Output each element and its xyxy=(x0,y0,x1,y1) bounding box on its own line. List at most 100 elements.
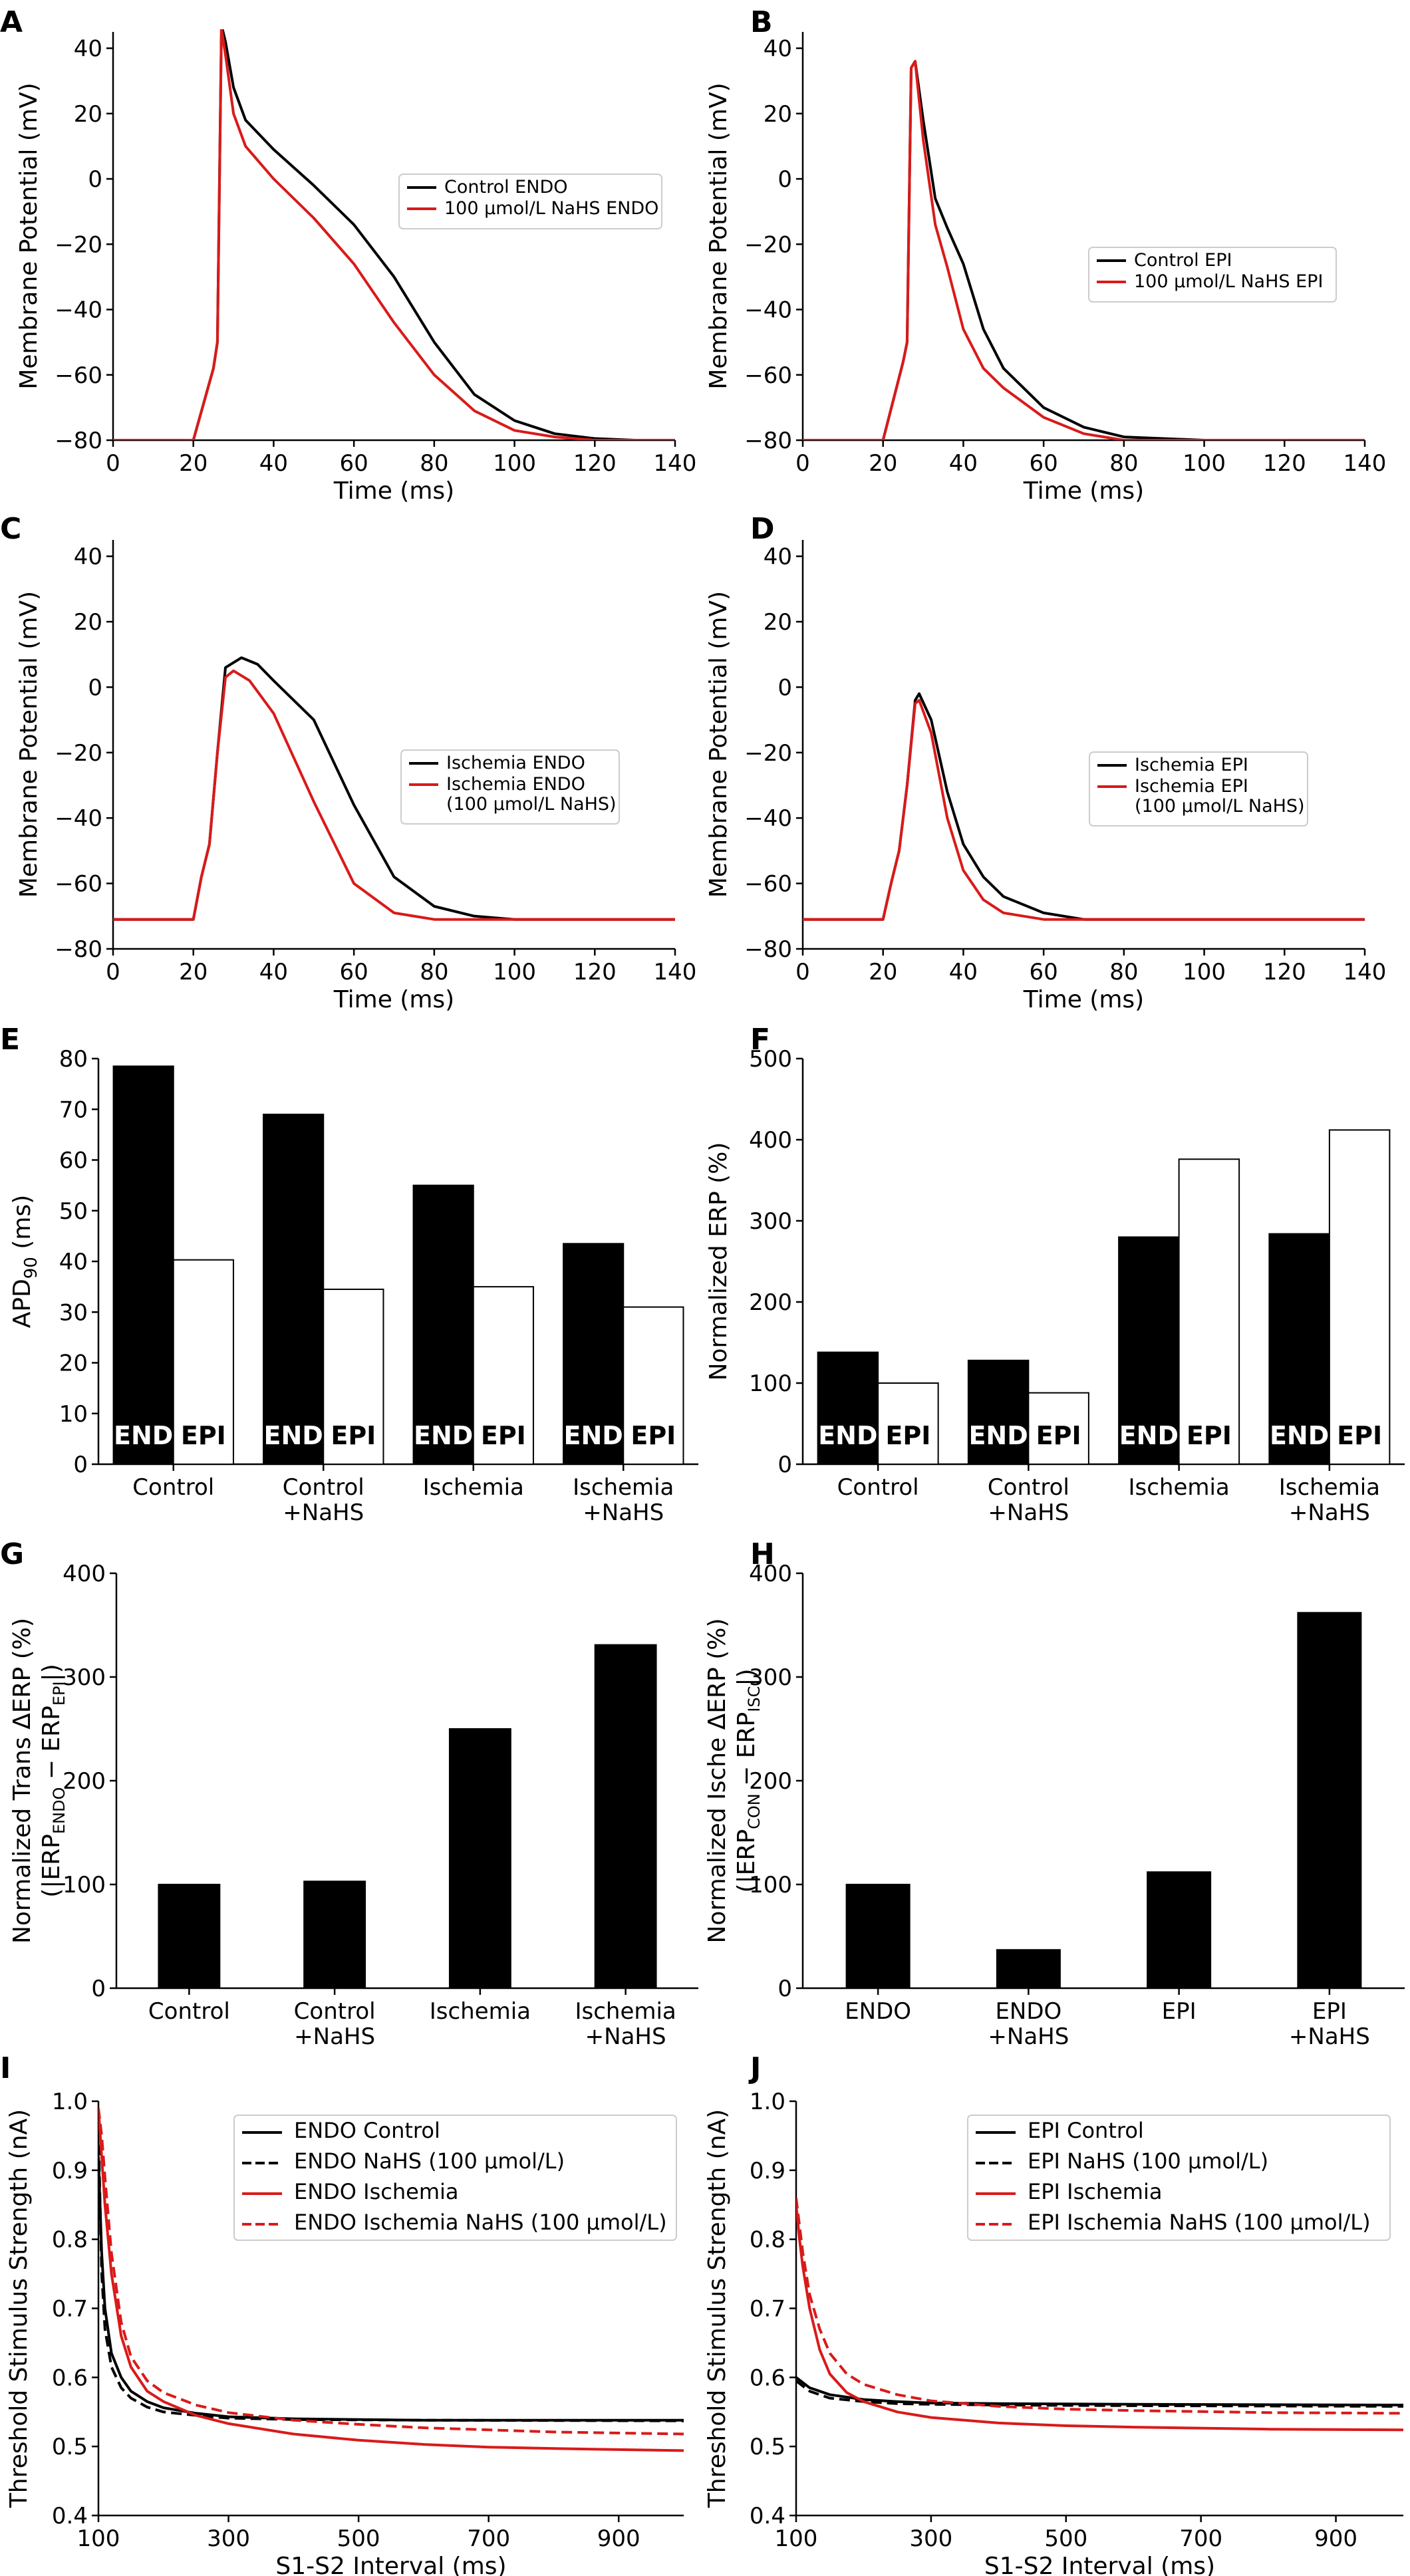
y-label-main: APD xyxy=(9,1279,36,1328)
bar-endo-0 xyxy=(112,1065,174,1465)
x-tick-label: 300 xyxy=(909,2525,952,2552)
y-tick-label: 0.7 xyxy=(52,2296,88,2323)
y-axis-label: APD90 (ms) xyxy=(9,1195,41,1329)
panel-label-g: G xyxy=(0,1537,24,1571)
y-tick-label: 0 xyxy=(91,1976,106,2002)
panel-label-c: C xyxy=(0,512,21,546)
y-tick-label: 20 xyxy=(764,101,792,128)
legend-label-line: (100 μmol/L NaHS) xyxy=(446,794,617,815)
bar-label: EPI xyxy=(631,1421,676,1450)
panel-b: 0 20 40 60 80 100 120 140 −80 −60 −40 −20 0 20 40 Time … xyxy=(705,32,1386,505)
panel-label-a: A xyxy=(0,5,23,39)
bar-label: EPI xyxy=(181,1421,226,1450)
legend-label-line: EPI NaHS (100 μmol/L) xyxy=(1028,2148,1268,2174)
x-tick-label-line: Control xyxy=(283,1474,364,1501)
y-label-sub1: CON xyxy=(745,1793,764,1829)
y-tick-label: −20 xyxy=(55,231,102,258)
series-line-2 xyxy=(98,2108,684,2452)
legend-box xyxy=(1088,247,1337,303)
x-tick-label: 500 xyxy=(337,2525,380,2552)
legend-box xyxy=(398,174,662,229)
x-tick-label: 700 xyxy=(467,2525,510,2552)
series-line-1 xyxy=(796,2379,1403,2408)
x-tick-label: 100 xyxy=(1183,959,1226,985)
legend-box xyxy=(1089,751,1308,827)
y-tick-label: −80 xyxy=(744,428,792,454)
legend-label-line: Ischemia EPI xyxy=(1135,776,1248,797)
y-axis-label: Normalized ERP (%) xyxy=(705,1142,732,1381)
x-tick-label: Control xyxy=(148,1998,230,2025)
y-tick-label: 0 xyxy=(777,166,792,193)
legend-label-1: ENDO NaHS (100 μmol/L) xyxy=(294,2148,565,2174)
series-line-0 xyxy=(796,2376,1403,2406)
legend-label-line: EPI Ischemia NaHS (100 μmol/L) xyxy=(1028,2210,1371,2235)
legend-label-line: Control ENDO xyxy=(444,177,567,197)
y-tick-label: 200 xyxy=(749,1768,792,1795)
legend: ENDO Control ENDO NaHS (100 μmol/L) ENDO I… xyxy=(233,2115,677,2241)
bar-label: END xyxy=(968,1421,1028,1450)
panel-label-b: B xyxy=(750,5,773,39)
bar-endo-3 xyxy=(1268,1233,1330,1466)
x-tick-label: 900 xyxy=(1314,2525,1357,2552)
y-tick-label: 200 xyxy=(63,1768,106,1795)
x-tick-label: 60 xyxy=(1030,450,1058,477)
legend-box xyxy=(233,2115,677,2241)
x-tick-label: Control xyxy=(132,1474,214,1501)
y-label-sub2: EPI xyxy=(50,1681,69,1706)
legend-label-line: Control EPI xyxy=(1134,250,1232,271)
y-label-mid: − ERP xyxy=(38,1706,65,1787)
x-tick-label: 20 xyxy=(179,959,208,985)
bar-endo-0 xyxy=(817,1351,879,1466)
panel-label-e: E xyxy=(0,1023,20,1057)
bar-label: END xyxy=(114,1421,173,1450)
series-line-1 xyxy=(803,60,1365,440)
x-tick-label: 80 xyxy=(420,450,448,477)
legend-label-2: ENDO Ischemia xyxy=(294,2179,459,2204)
y-label-mid: − ERP xyxy=(733,1712,760,1794)
y-tick-label: 0.6 xyxy=(52,2365,88,2391)
x-tick-label-line: Ischemia xyxy=(575,1998,676,2025)
y-tick-label: −40 xyxy=(744,297,792,324)
panel-j: 100 300 500 700 900 0.4 0.5 0.6 0.7 0.8 0.9 1.0 S1-S… xyxy=(704,2089,1403,2576)
y-tick-label: 40 xyxy=(59,1249,88,1275)
x-tick-label: Control xyxy=(837,1474,919,1501)
y-tick-label: 0 xyxy=(88,166,102,193)
x-tick-label: 100 xyxy=(493,450,536,477)
y-tick-label: 500 xyxy=(749,1046,792,1073)
y-tick-label: 50 xyxy=(59,1198,88,1225)
legend-label-line: ENDO NaHS (100 μmol/L) xyxy=(294,2148,565,2174)
y-tick-label: 60 xyxy=(59,1148,88,1174)
x-tick-label: ENDO +NaHS xyxy=(988,1998,1069,2050)
bar-endo-2 xyxy=(1118,1236,1180,1466)
x-tick-label: 300 xyxy=(207,2525,250,2552)
y-label-post: |) xyxy=(38,1664,65,1681)
legend-label-line: ENDO Control xyxy=(294,2118,440,2143)
x-tick-label-line: Control xyxy=(837,1474,919,1501)
panel-label-h: H xyxy=(750,1537,775,1571)
bar-endo-1 xyxy=(967,1359,1030,1465)
bar-epi-2 xyxy=(1178,1158,1240,1466)
x-tick-label: 40 xyxy=(949,450,978,477)
legend-label-2: EPI Ischemia xyxy=(1028,2179,1162,2204)
x-tick-label: 20 xyxy=(869,959,897,985)
x-axis-label: Time (ms) xyxy=(333,477,454,505)
bar-label: EPI xyxy=(1187,1421,1232,1450)
bar-epi-0 xyxy=(172,1259,234,1466)
y-tick-label: 20 xyxy=(74,609,102,636)
panel-label-d: D xyxy=(750,512,775,546)
y-axis-label-line2: (|ERPENDO − ERPEPI|) xyxy=(38,1664,69,1898)
x-tick-label: 0 xyxy=(795,959,810,985)
bar-epi-3 xyxy=(1328,1129,1391,1465)
panel-i: 100 300 500 700 900 0.4 0.5 0.6 0.7 0.8 0.9 1.0 S1-S… xyxy=(5,2089,684,2576)
x-tick-label: 0 xyxy=(795,450,810,477)
y-label-sub: 90 xyxy=(21,1257,41,1279)
panel-a: 0 20 40 60 80 100 120 140 −80 −60 −40 −20 0 20 40 Time … xyxy=(15,29,696,505)
legend-label-0: EPI Control xyxy=(1028,2118,1144,2143)
bar-label: EPI xyxy=(331,1421,376,1450)
bar-trans-erp-2 xyxy=(448,1728,511,1989)
x-tick-label-line: Ischemia xyxy=(1128,1474,1229,1501)
y-label-pre: (|ERP xyxy=(733,1829,760,1893)
y-tick-label: 40 xyxy=(74,544,102,571)
